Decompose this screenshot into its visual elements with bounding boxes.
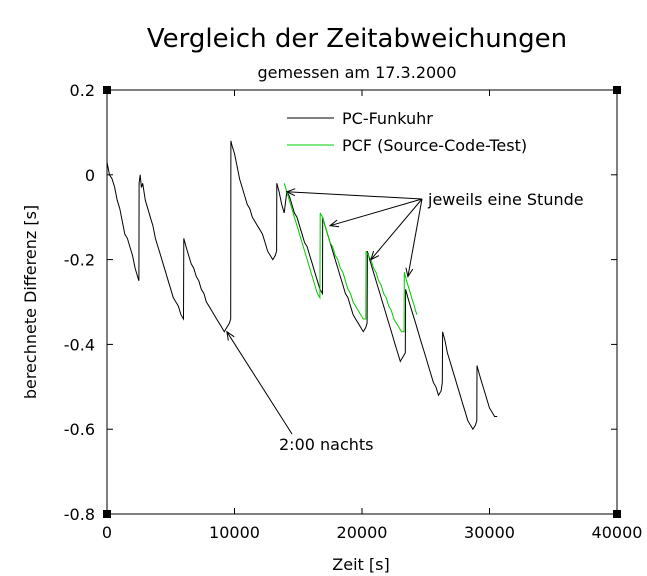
y-tick-label: -0.4 [64,335,95,354]
series-layer [106,140,498,431]
annotation-arrow-stunde-3-head [405,267,414,278]
x-axis-label: Zeit [s] [332,555,389,574]
annotation-2-00-nachts: 2:00 nachts [279,435,374,454]
annotation-arrow-stunde-1 [329,198,423,227]
y-tick-label: -0.6 [64,420,95,439]
x-tick-label: 0 [102,523,112,542]
annotation-arrow-stunde-0 [286,191,423,200]
x-tick-label: 30000 [464,523,515,542]
x-axis-ticks: 0 10000 20000 30000 40000 [102,90,643,542]
series-line-pcf [283,183,418,333]
x-tick-label: 20000 [337,523,388,542]
y-tick-label: 0 [85,166,95,185]
annotation-arrow-stunde-2 [370,198,423,260]
y-axis-label: berechnete Differenz [s] [21,205,40,399]
x-tick-label: 10000 [209,523,260,542]
annotation-arrow-nachts-head [226,330,235,341]
y-axis-ticks: 0.2 0 -0.2 -0.4 -0.6 -0.8 [64,81,617,524]
annotation-arrow-stunde-2-head [370,250,380,261]
chart-subtitle: gemessen am 17.3.2000 [257,63,456,82]
annotation-arrow-stunde-3 [407,198,423,277]
annotation-arrow-nachts [226,331,293,435]
annotation-arrow-stunde-1-head [328,219,340,228]
y-tick-label: 0.2 [70,81,95,100]
annotations: jeweils eine Stunde 2:00 nachts [226,188,584,454]
legend-label-pc-funkuhr: PC-Funkuhr [342,109,433,128]
series-line-pc-funkuhr [106,140,498,431]
y-tick-label: -0.8 [64,505,95,524]
legend-label-pcf: PCF (Source-Code-Test) [342,136,527,155]
annotation-arrow-stunde-0-head [285,188,296,197]
chart-title: Vergleich der Zeitabweichungen [147,24,567,54]
annotation-jeweils-eine-stunde: jeweils eine Stunde [427,190,584,209]
y-tick-label: -0.2 [64,251,95,270]
x-tick-label: 40000 [592,523,643,542]
legend: PC-Funkuhr PCF (Source-Code-Test) [287,109,527,155]
